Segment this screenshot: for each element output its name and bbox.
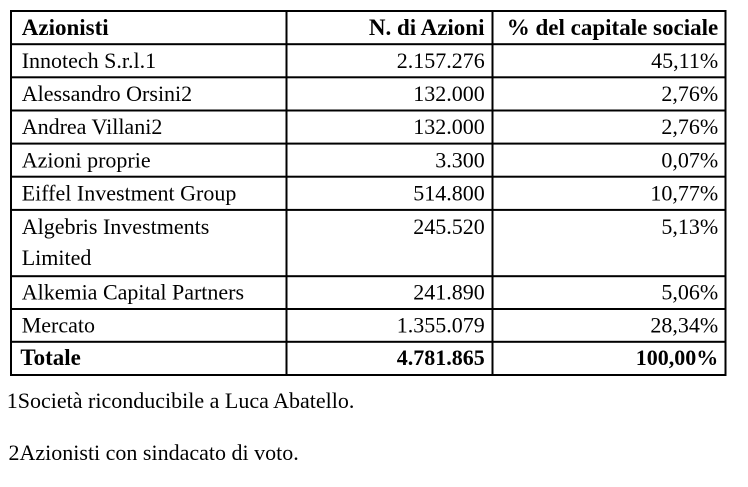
svg-text:Azioni proprie: Azioni proprie: [22, 147, 151, 172]
svg-text:N. di Azioni: N. di Azioni: [369, 15, 485, 40]
svg-text:Andrea Villani2: Andrea Villani2: [22, 114, 163, 139]
svg-text:Alessandro Orsini2: Alessandro Orsini2: [22, 81, 192, 106]
svg-text:Azionisti: Azionisti: [22, 15, 110, 40]
svg-text:% del capitale sociale: % del capitale sociale: [507, 15, 718, 40]
svg-text:5,13%: 5,13%: [661, 214, 718, 239]
svg-text:Mercato: Mercato: [22, 312, 95, 337]
svg-text:Alkemia Capital Partners: Alkemia Capital Partners: [22, 280, 244, 305]
svg-text:2.157.276: 2.157.276: [397, 48, 485, 73]
svg-text:10,77%: 10,77%: [650, 181, 718, 206]
svg-text:100,00%: 100,00%: [636, 345, 719, 370]
svg-text:2,76%: 2,76%: [661, 114, 718, 139]
svg-text:1.355.079: 1.355.079: [397, 312, 485, 337]
svg-text:Innotech S.r.l.1: Innotech S.r.l.1: [22, 48, 156, 73]
svg-text:4.781.865: 4.781.865: [397, 345, 485, 370]
svg-text:28,34%: 28,34%: [650, 312, 718, 337]
svg-text:Eiffel Investment Group: Eiffel Investment Group: [22, 181, 237, 206]
svg-text:Totale: Totale: [20, 345, 81, 370]
svg-text:132.000: 132.000: [413, 81, 485, 106]
svg-text:3.300: 3.300: [435, 147, 485, 172]
svg-text:241.890: 241.890: [413, 280, 485, 305]
svg-text:132.000: 132.000: [413, 114, 485, 139]
svg-text:5,06%: 5,06%: [661, 280, 718, 305]
svg-text:1Società riconducibile a Luca: 1Società riconducibile a Luca Abatello.: [7, 388, 355, 413]
svg-text:2Azionisti con sindacato di vo: 2Azionisti con sindacato di voto.: [9, 440, 299, 465]
svg-text:Limited: Limited: [22, 245, 92, 270]
svg-text:2,76%: 2,76%: [661, 81, 718, 106]
svg-text:45,11%: 45,11%: [651, 48, 718, 73]
svg-text:0,07%: 0,07%: [661, 147, 718, 172]
svg-text:514.800: 514.800: [413, 181, 485, 206]
svg-text:Algebris Investments: Algebris Investments: [22, 214, 210, 239]
svg-text:245.520: 245.520: [413, 214, 485, 239]
